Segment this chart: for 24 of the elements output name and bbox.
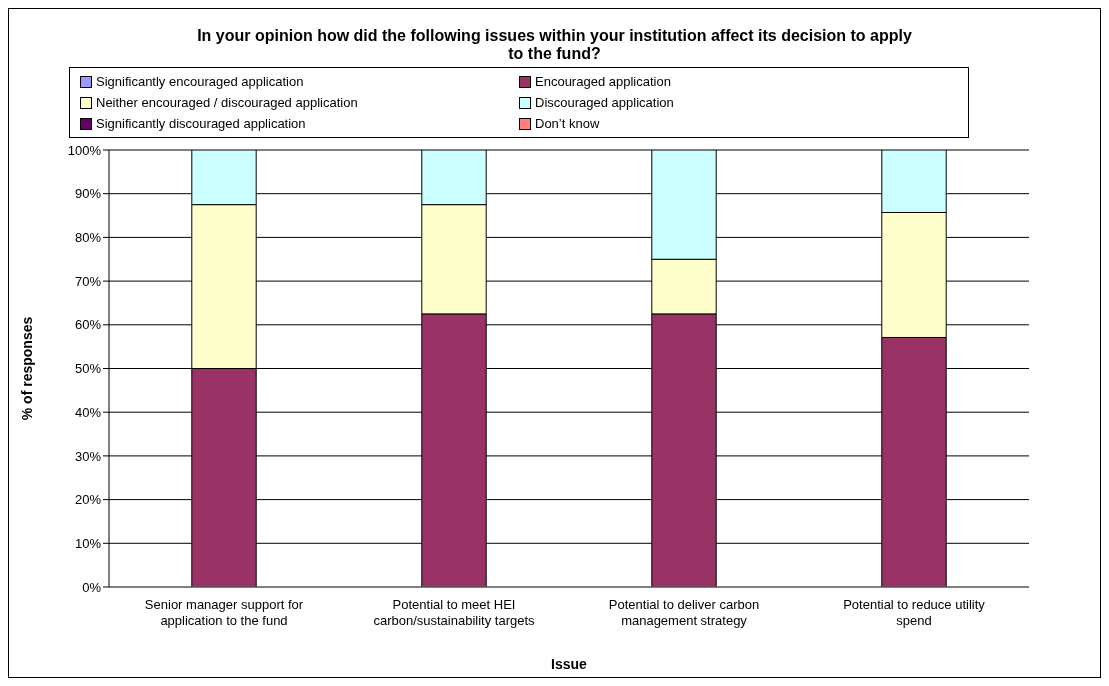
legend-label: Significantly discouraged application: [96, 116, 306, 131]
y-tick-label: 90%: [74, 186, 102, 202]
y-tick-label: 20%: [74, 492, 102, 508]
y-tick-label: 80%: [74, 230, 102, 246]
y-tick-label: 30%: [74, 448, 102, 464]
legend-label: Neither encouraged / discouraged application: [96, 95, 358, 110]
x-tick-label: Senior manager support for application to the fund: [144, 597, 304, 628]
y-tick-label: 10%: [74, 535, 102, 551]
y-tick-label: 50%: [74, 361, 102, 377]
legend-label: Significantly encouraged application: [96, 74, 304, 89]
y-tick-label: 100%: [67, 142, 102, 158]
x-axis-title: Issue: [551, 656, 588, 672]
x-tick-label: Potential to deliver carbon management strategy: [608, 597, 760, 628]
y-tick-label: 0%: [82, 579, 102, 595]
chart-title: In your opinion how did the following issues within your institution affect its decision to apply to the fund?: [196, 26, 913, 64]
legend-label: Discouraged application: [535, 95, 674, 110]
y-tick-label: 40%: [74, 404, 102, 420]
y-axis-title: % of responses: [18, 316, 35, 421]
y-tick-label: 70%: [74, 273, 102, 289]
legend-label: Don’t know: [535, 116, 600, 131]
x-tick-label: Potential to reduce utility spend: [843, 597, 986, 628]
x-tick-label: Potential to meet HEI carbon/sustainability targets: [373, 597, 536, 628]
legend-label: Encouraged application: [535, 74, 671, 89]
y-tick-label: 60%: [74, 317, 102, 333]
